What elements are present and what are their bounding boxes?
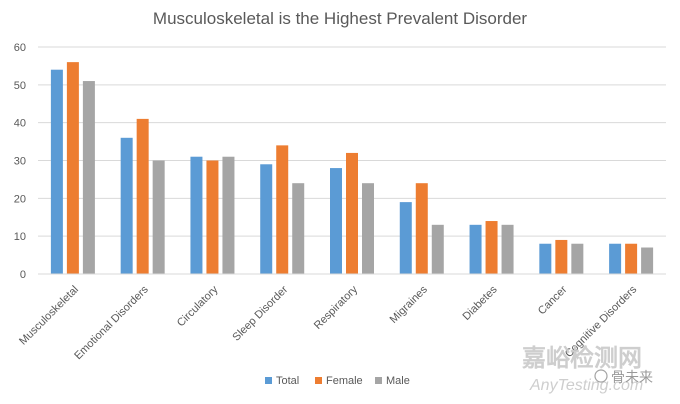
bar-female-1: [136, 118, 149, 274]
bar-female-8: [625, 243, 638, 274]
bar-total-8: [609, 243, 622, 274]
watermark-line1: 嘉峪检测网: [522, 344, 642, 372]
bar-male-4: [362, 183, 374, 274]
bar-female-4: [346, 152, 358, 274]
y-tick-label: 50: [14, 80, 26, 92]
bar-female-3: [276, 145, 289, 274]
bar-total-7: [539, 243, 552, 274]
bar-male-1: [152, 160, 165, 274]
bar-total-1: [120, 137, 133, 274]
legend: Total Female Male: [265, 375, 410, 387]
bar-female-2: [206, 160, 219, 274]
bar-male-8: [641, 247, 654, 274]
bar-male-3: [292, 183, 305, 274]
bar-female-0: [66, 62, 79, 275]
bar-male-5: [431, 224, 444, 274]
y-tick-label: 30: [14, 156, 26, 168]
legend-swatch-female: [315, 377, 322, 384]
legend-swatch-male: [375, 377, 382, 384]
bar-male-2: [222, 156, 235, 274]
watermark-tag: 骨未来: [611, 369, 653, 385]
bar-total-6: [469, 224, 482, 274]
legend-label-male: Male: [386, 375, 410, 387]
bar-female-7: [555, 239, 568, 274]
wechat-icon: [594, 369, 608, 383]
bar-total-2: [190, 156, 203, 274]
y-tick-label: 60: [14, 42, 26, 54]
watermark: 嘉峪检测网 AnyTesting.com 骨未来: [522, 344, 653, 394]
bar-female-6: [485, 221, 498, 274]
watermark-line2: AnyTesting.com: [529, 377, 643, 394]
legend-label-female: Female: [326, 375, 363, 387]
y-axis-ticks: 0 10 20 30 40 50 60: [14, 42, 26, 281]
chart-title: Musculoskeletal is the Highest Prevalent…: [153, 9, 528, 28]
bar-total-3: [260, 164, 273, 274]
bar-male-0: [82, 81, 95, 274]
bar-total-5: [399, 202, 412, 274]
bar-male-7: [571, 243, 584, 274]
bar-total-4: [330, 168, 342, 274]
legend-label-total: Total: [276, 375, 299, 387]
bar-female-5: [415, 183, 428, 274]
legend-swatch-total: [265, 377, 272, 384]
y-tick-label: 40: [14, 118, 26, 130]
bars: [50, 62, 654, 275]
y-tick-label: 10: [14, 231, 26, 243]
bar-male-6: [501, 224, 514, 274]
y-tick-label: 0: [20, 269, 26, 281]
y-tick-label: 20: [14, 193, 26, 205]
bar-total-0: [50, 69, 63, 274]
